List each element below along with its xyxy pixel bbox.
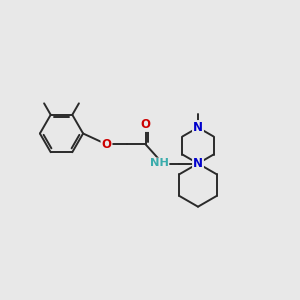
Text: O: O [101,138,112,151]
Text: NH: NH [150,158,168,169]
Text: N: N [193,121,203,134]
Text: N: N [193,157,203,170]
Text: O: O [140,118,151,131]
